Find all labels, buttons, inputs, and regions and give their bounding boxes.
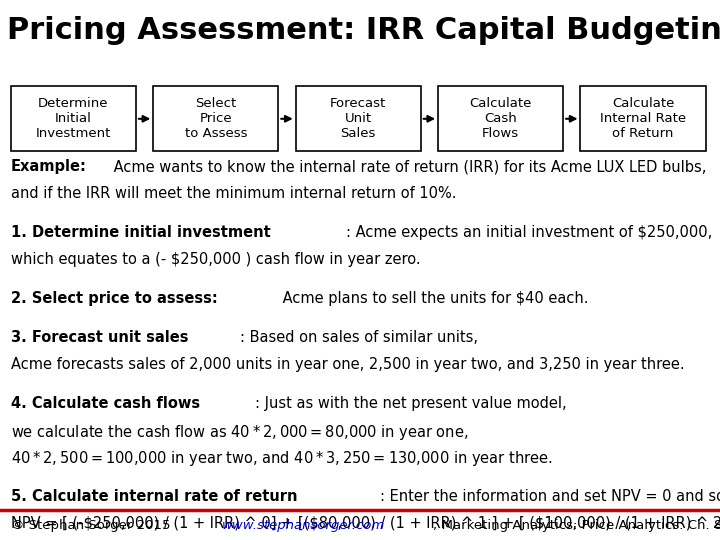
Text: www.stephansorger.com: www.stephansorger.com <box>222 519 385 532</box>
Text: : Enter the information and set NPV = 0 and solve for IRR: : Enter the information and set NPV = 0 … <box>380 489 720 504</box>
Text: Pricing Assessment: IRR Capital Budgeting: Pricing Assessment: IRR Capital Budgetin… <box>7 16 720 45</box>
Text: Determine
Initial
Investment: Determine Initial Investment <box>36 97 111 140</box>
Text: $40 * 2,500 = $100,000 in year two, and $40 * 3,250 = $130,000 in year three.: $40 * 2,500 = $100,000 in year two, and … <box>11 449 552 468</box>
FancyBboxPatch shape <box>153 86 279 151</box>
Text: 5. Calculate internal rate of return: 5. Calculate internal rate of return <box>11 489 297 504</box>
Text: we calculate the cash flow as $40 * 2,000 = $80,000 in year one,: we calculate the cash flow as $40 * 2,00… <box>11 423 468 442</box>
Text: © Stephan Sorger 2015: © Stephan Sorger 2015 <box>11 519 174 532</box>
Text: : Based on sales of similar units,: : Based on sales of similar units, <box>240 330 478 346</box>
Text: and if the IRR will meet the minimum internal return of 10%.: and if the IRR will meet the minimum int… <box>11 186 456 201</box>
Text: 3. Forecast unit sales: 3. Forecast unit sales <box>11 330 189 346</box>
Text: ; Marketing Analytics: Price Analytics: Ch. 8.18: ; Marketing Analytics: Price Analytics: … <box>433 519 720 532</box>
FancyBboxPatch shape <box>438 86 563 151</box>
FancyBboxPatch shape <box>11 86 136 151</box>
FancyBboxPatch shape <box>580 86 706 151</box>
Text: Calculate
Cash
Flows: Calculate Cash Flows <box>469 97 532 140</box>
Text: Example:: Example: <box>11 159 86 174</box>
Text: : Just as with the net present value model,: : Just as with the net present value mod… <box>255 396 567 411</box>
Text: Select
Price
to Assess: Select Price to Assess <box>184 97 247 140</box>
Text: Forecast
Unit
Sales: Forecast Unit Sales <box>330 97 387 140</box>
Text: NPV = [ (-$250,000) / (1 + IRR) ^ 0] + [($80,000) / (1 + IRR) ^ 1 ] + [ ($100,00: NPV = [ (-$250,000) / (1 + IRR) ^ 0] + [… <box>11 515 720 530</box>
Text: : Acme expects an initial investment of $250,000,: : Acme expects an initial investment of … <box>346 225 712 240</box>
Text: 4. Calculate cash flows: 4. Calculate cash flows <box>11 396 200 411</box>
Text: Calculate
Internal Rate
of Return: Calculate Internal Rate of Return <box>600 97 686 140</box>
Text: which equates to a (- $250,000 ) cash flow in year zero.: which equates to a (- $250,000 ) cash fl… <box>11 252 420 267</box>
Text: 1. Determine initial investment: 1. Determine initial investment <box>11 225 271 240</box>
Text: 2. Select price to assess:: 2. Select price to assess: <box>11 291 217 306</box>
Text: Acme forecasts sales of 2,000 units in year one, 2,500 in year two, and 3,250 in: Acme forecasts sales of 2,000 units in y… <box>11 357 685 372</box>
FancyBboxPatch shape <box>296 86 420 151</box>
Text: Acme plans to sell the units for $40 each.: Acme plans to sell the units for $40 eac… <box>278 291 588 306</box>
Text: Acme wants to know the internal rate of return (IRR) for its Acme LUX LED bulbs,: Acme wants to know the internal rate of … <box>109 159 706 174</box>
